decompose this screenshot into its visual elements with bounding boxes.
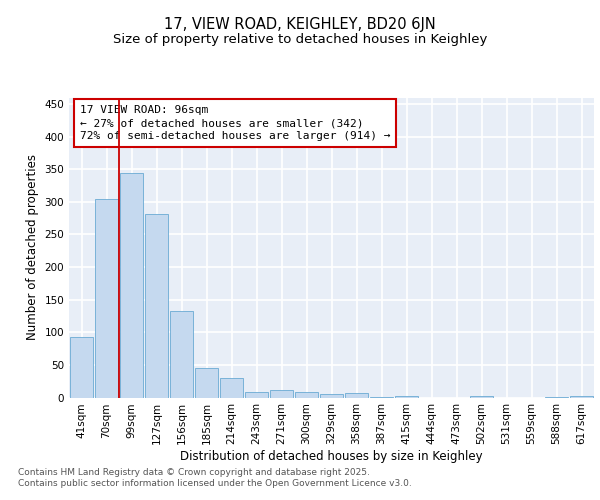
Bar: [395, 396, 418, 398]
Text: 17, VIEW ROAD, KEIGHLEY, BD20 6JN: 17, VIEW ROAD, KEIGHLEY, BD20 6JN: [164, 18, 436, 32]
Bar: [170, 312, 193, 398]
Bar: [245, 392, 268, 398]
Text: Contains HM Land Registry data © Crown copyright and database right 2025.
Contai: Contains HM Land Registry data © Crown c…: [18, 468, 412, 487]
X-axis label: Distribution of detached houses by size in Keighley: Distribution of detached houses by size …: [180, 450, 483, 463]
Bar: [370, 397, 394, 398]
Bar: [194, 368, 218, 398]
Bar: [545, 397, 568, 398]
Bar: [145, 214, 169, 398]
Y-axis label: Number of detached properties: Number of detached properties: [26, 154, 39, 340]
Bar: [295, 392, 319, 398]
Bar: [220, 378, 244, 398]
Bar: [320, 394, 343, 398]
Text: Size of property relative to detached houses in Keighley: Size of property relative to detached ho…: [113, 32, 487, 46]
Bar: [569, 396, 593, 398]
Bar: [269, 390, 293, 398]
Bar: [470, 396, 493, 398]
Bar: [95, 198, 118, 398]
Bar: [344, 393, 368, 398]
Bar: [70, 337, 94, 398]
Bar: [119, 172, 143, 398]
Text: 17 VIEW ROAD: 96sqm
← 27% of detached houses are smaller (342)
72% of semi-detac: 17 VIEW ROAD: 96sqm ← 27% of detached ho…: [79, 105, 390, 142]
